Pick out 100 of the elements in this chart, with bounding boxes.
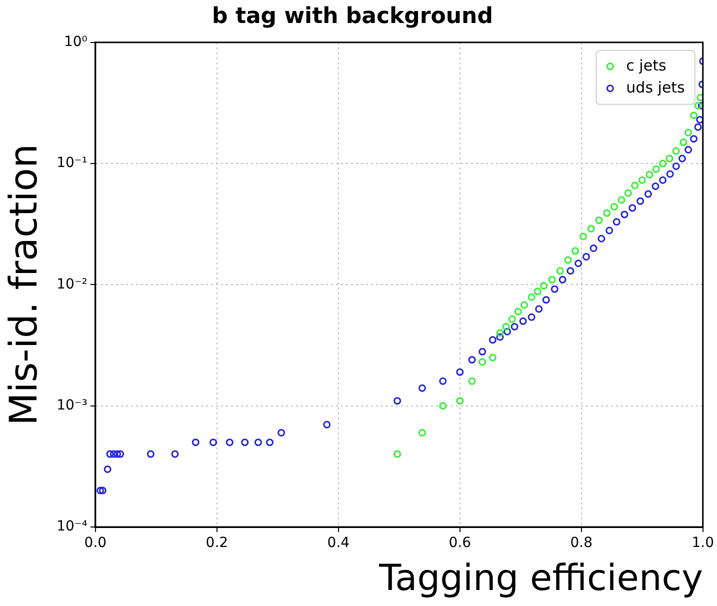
- point: [550, 285, 558, 293]
- point: [210, 438, 218, 446]
- legend-label: uds jets: [626, 78, 686, 96]
- point: [620, 210, 628, 218]
- point: [488, 336, 496, 344]
- point: [171, 450, 179, 458]
- point: [610, 202, 618, 210]
- point: [114, 450, 122, 458]
- point: [690, 112, 698, 120]
- point: [254, 438, 262, 446]
- point: [606, 226, 614, 234]
- point: [96, 486, 104, 494]
- point: [684, 146, 692, 154]
- x-tick-label: 0.8: [570, 535, 593, 552]
- point: [684, 128, 692, 136]
- point: [508, 315, 516, 323]
- point: [590, 244, 598, 252]
- point: [631, 182, 639, 190]
- y-axis-title: Mis-id. fraction: [2, 144, 46, 426]
- point: [628, 204, 636, 212]
- point: [652, 165, 660, 173]
- point: [488, 354, 496, 362]
- point: [456, 368, 464, 376]
- point: [618, 196, 626, 204]
- point: [534, 288, 542, 296]
- point: [694, 102, 702, 110]
- point: [556, 267, 564, 275]
- point: [678, 154, 686, 162]
- y-tick-label: 10⁰: [64, 34, 88, 50]
- y-tick-label: 10⁻²: [56, 276, 88, 292]
- point: [98, 486, 106, 494]
- legend-label: c jets: [626, 56, 666, 74]
- point: [241, 438, 249, 446]
- point: [666, 154, 674, 162]
- point: [504, 328, 512, 336]
- point: [192, 438, 200, 446]
- point: [646, 170, 654, 178]
- point: [696, 94, 703, 102]
- y-tick-label: 10⁻¹: [56, 155, 88, 172]
- point: [672, 162, 680, 170]
- point: [612, 218, 620, 226]
- point: [659, 160, 667, 168]
- point: [636, 197, 644, 205]
- point: [478, 348, 486, 356]
- point: [566, 267, 574, 275]
- point: [574, 260, 582, 268]
- point: [564, 256, 572, 264]
- point: [680, 138, 688, 146]
- point: [468, 356, 476, 364]
- point: [323, 420, 331, 428]
- point: [104, 465, 112, 473]
- point: [582, 253, 590, 261]
- point: [528, 293, 536, 301]
- point: [226, 438, 234, 446]
- point: [468, 377, 476, 385]
- point: [579, 232, 587, 240]
- point: [638, 176, 646, 184]
- point: [587, 224, 595, 232]
- chart-title: b tag with background: [212, 4, 493, 29]
- x-tick-label: 0.2: [206, 535, 228, 552]
- point: [595, 216, 603, 224]
- point: [548, 276, 556, 284]
- point: [519, 317, 527, 325]
- point: [278, 428, 286, 436]
- point: [496, 329, 504, 337]
- point: [394, 450, 402, 458]
- point: [535, 305, 543, 313]
- point: [542, 296, 550, 304]
- point: [690, 135, 698, 143]
- point: [644, 190, 652, 198]
- point: [558, 276, 566, 284]
- point: [116, 450, 124, 458]
- x-axis-title: Tagging efficiency: [378, 558, 703, 599]
- x-tick-label: 1.0: [692, 535, 714, 552]
- x-tick-label: 0.0: [84, 535, 107, 552]
- point: [394, 397, 402, 405]
- point: [514, 308, 522, 316]
- point: [106, 450, 114, 458]
- point: [510, 322, 518, 330]
- point: [502, 322, 510, 330]
- point: [496, 333, 504, 341]
- point: [418, 428, 426, 436]
- point: [603, 209, 611, 217]
- point: [694, 123, 702, 131]
- point: [598, 234, 606, 242]
- point: [624, 189, 632, 197]
- point: [146, 450, 154, 458]
- y-tick-label: 10⁻⁴: [56, 518, 88, 535]
- point: [528, 313, 536, 321]
- point: [110, 450, 118, 458]
- point: [666, 170, 674, 178]
- point: [652, 182, 660, 190]
- point: [696, 116, 703, 124]
- point: [520, 301, 528, 309]
- point: [478, 358, 486, 366]
- point: [659, 176, 667, 184]
- y-tick-label: 10⁻³: [56, 397, 88, 414]
- x-tick-label: 0.6: [448, 535, 472, 552]
- point: [418, 384, 426, 392]
- point: [572, 247, 580, 255]
